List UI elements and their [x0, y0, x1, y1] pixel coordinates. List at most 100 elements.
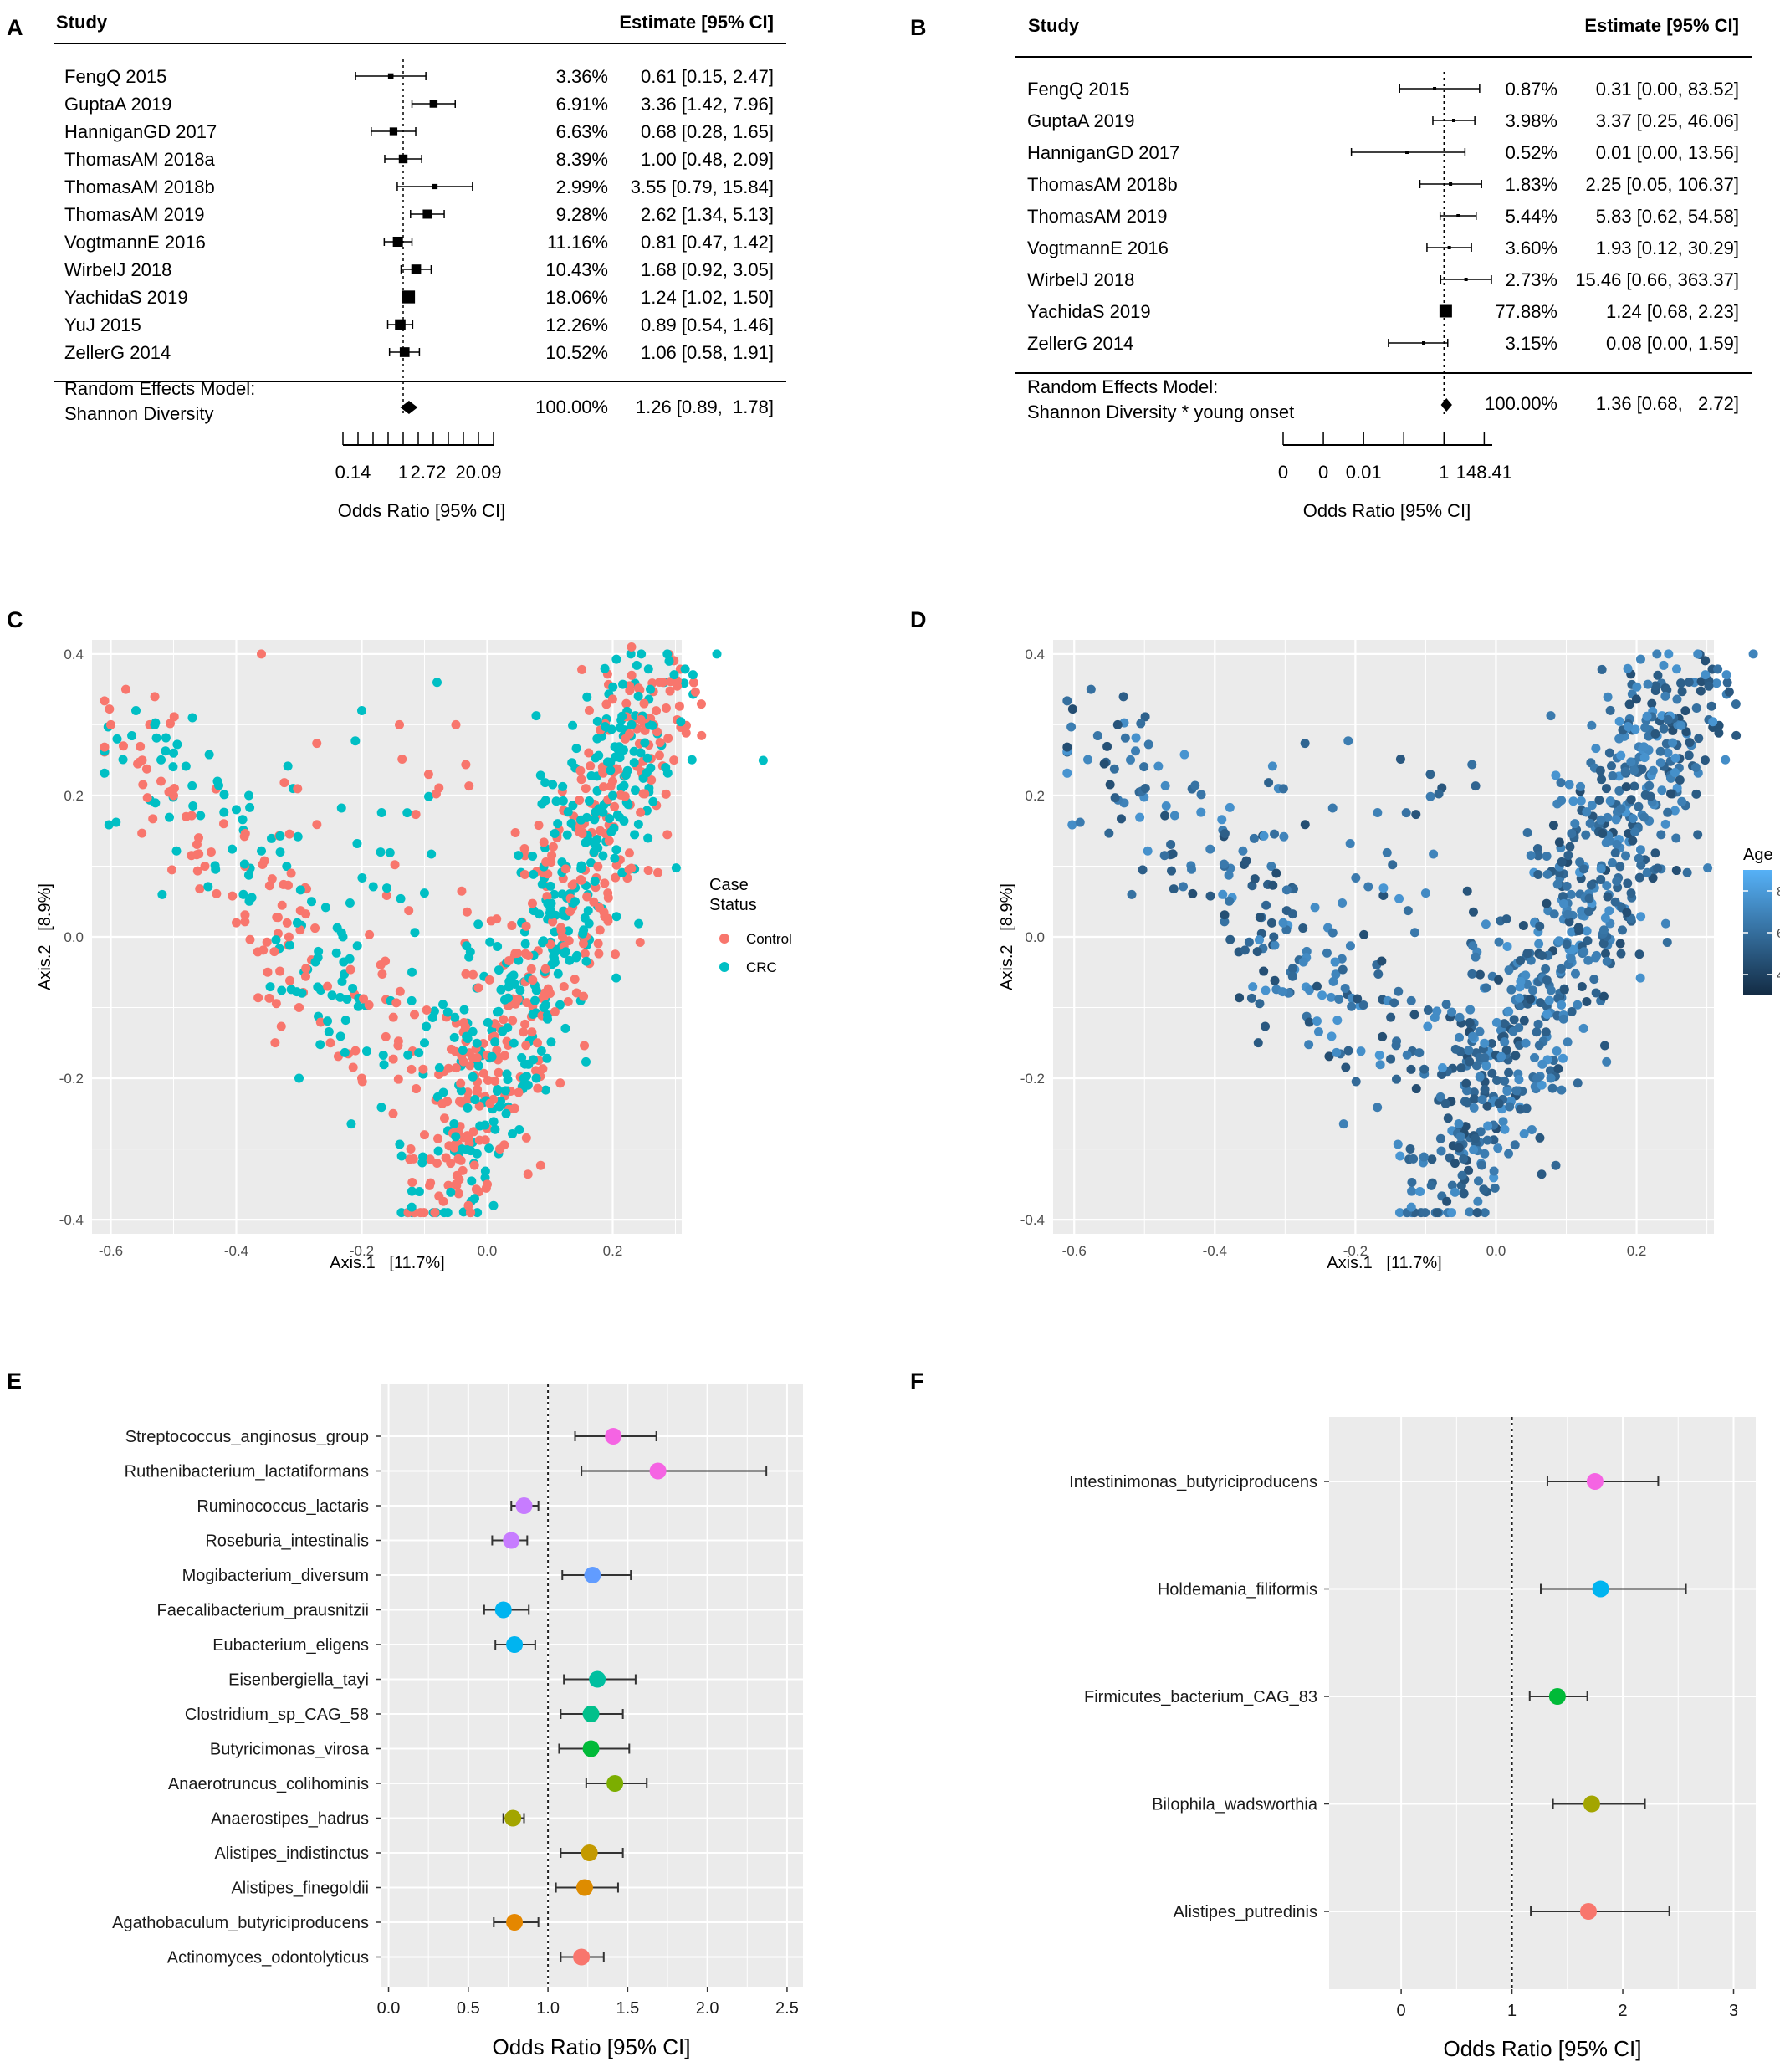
data-point	[194, 849, 204, 859]
data-point	[464, 952, 474, 962]
study-weight: 12.26%	[545, 315, 608, 335]
data-point	[1579, 864, 1589, 874]
data-point	[605, 813, 615, 823]
data-point	[494, 965, 504, 975]
data-point	[391, 998, 402, 1008]
data-point	[534, 821, 544, 831]
data-point	[1522, 949, 1532, 959]
data-point	[1377, 956, 1387, 966]
study-point-estimate	[1405, 151, 1409, 154]
data-point	[1465, 1005, 1476, 1015]
data-point	[466, 1208, 476, 1218]
study-weight: 6.91%	[556, 94, 608, 115]
data-point	[1635, 845, 1645, 855]
data-point	[1704, 681, 1714, 691]
data-point	[611, 949, 621, 959]
data-point	[575, 795, 585, 805]
data-point	[1480, 1149, 1490, 1159]
data-point	[1639, 812, 1650, 822]
data-point	[612, 765, 622, 775]
data-point	[1447, 1208, 1457, 1218]
data-point	[590, 876, 600, 886]
data-point	[150, 692, 160, 702]
data-point	[276, 1021, 286, 1031]
data-point	[662, 830, 673, 840]
data-point	[238, 889, 248, 899]
data-point	[1317, 990, 1327, 1000]
species-label: Butyricimonas_virosa	[210, 1741, 370, 1759]
data-point	[484, 1143, 494, 1154]
study-point-estimate	[392, 236, 403, 248]
data-point	[1634, 949, 1644, 959]
data-point	[1341, 1062, 1351, 1072]
data-point	[342, 994, 352, 1004]
data-point	[257, 649, 266, 659]
data-point	[418, 1064, 428, 1074]
x-tick-label: 1.5	[616, 1999, 639, 2018]
data-point	[594, 804, 604, 814]
x-tick-label: 0.01	[1346, 462, 1382, 483]
data-point	[546, 1037, 556, 1047]
data-point	[568, 720, 578, 730]
data-point	[1423, 1005, 1433, 1016]
column-header-estimate: Estimate [95% CI]	[619, 12, 774, 33]
data-point	[1642, 711, 1652, 721]
data-point	[484, 975, 494, 985]
data-point	[1426, 1180, 1436, 1190]
data-point	[1483, 1121, 1493, 1131]
data-point	[194, 833, 203, 843]
data-point	[284, 829, 294, 839]
data-point	[1140, 784, 1150, 794]
data-point	[1459, 1189, 1469, 1199]
data-point	[438, 1000, 448, 1010]
data-point	[1541, 1027, 1551, 1037]
data-point	[346, 1119, 356, 1129]
data-point	[1312, 1016, 1322, 1026]
data-point	[275, 966, 285, 976]
data-point	[1559, 898, 1569, 908]
data-point	[105, 704, 115, 714]
data-point	[1676, 720, 1686, 730]
data-point	[1160, 811, 1170, 821]
data-point	[1153, 761, 1164, 771]
legend-label-control: Control	[746, 931, 792, 947]
data-point	[472, 1052, 482, 1062]
data-point	[1168, 849, 1178, 859]
data-point	[542, 1053, 552, 1063]
data-point	[1382, 847, 1392, 857]
data-point	[637, 649, 647, 659]
data-point	[1102, 741, 1112, 751]
data-point	[545, 989, 555, 999]
study-label: VogtmannE 2016	[1027, 238, 1169, 258]
data-point	[1481, 1061, 1491, 1071]
data-point	[338, 932, 348, 942]
data-point	[270, 1038, 280, 1048]
data-point	[345, 898, 355, 908]
study-estimate: 3.37 [0.25, 46.06]	[1596, 110, 1739, 131]
data-point	[540, 778, 550, 788]
data-point	[240, 910, 250, 920]
data-point	[1577, 981, 1587, 991]
data-point	[348, 1062, 358, 1072]
data-point	[492, 1086, 502, 1096]
data-point	[1092, 731, 1102, 741]
y-axis-label: Axis.2 [8.9%]	[998, 883, 1016, 990]
data-point	[1345, 838, 1355, 848]
data-point	[212, 888, 222, 898]
data-point	[365, 929, 375, 939]
odds-ratio-point	[581, 1844, 598, 1861]
data-point	[1620, 766, 1630, 776]
data-point	[1532, 1027, 1542, 1037]
data-point	[1252, 947, 1262, 957]
data-point	[627, 670, 637, 680]
data-point	[368, 882, 378, 892]
data-point	[1312, 981, 1322, 991]
data-point	[580, 913, 590, 923]
x-tick-label: 2.5	[775, 1999, 799, 2018]
data-point	[407, 1202, 417, 1212]
data-point	[1553, 1064, 1563, 1074]
data-point	[639, 698, 649, 709]
data-point	[1564, 780, 1574, 790]
data-point	[1616, 750, 1626, 760]
data-point	[1532, 1073, 1542, 1083]
